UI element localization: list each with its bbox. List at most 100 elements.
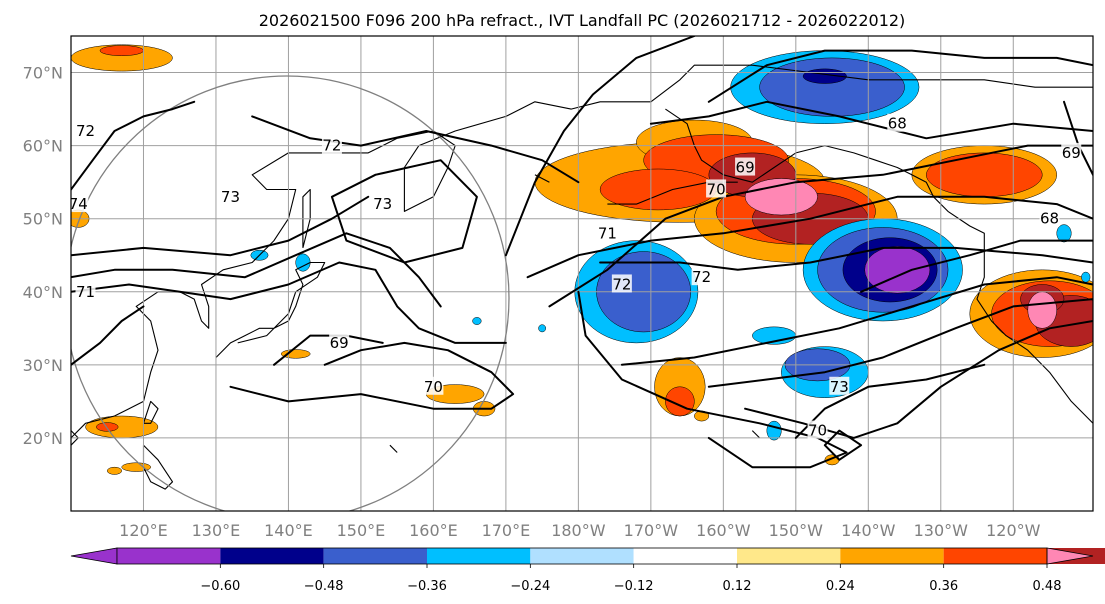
colorbar-tick-label: 0.48 <box>1033 579 1062 594</box>
coastline-10 <box>751 430 760 439</box>
colorbar-segment <box>633 548 737 564</box>
contour-label-backdrop <box>75 121 96 139</box>
field-blob-1 <box>99 45 144 56</box>
field-blob-0 <box>71 44 173 72</box>
colorbar-tick-label: −0.12 <box>614 579 654 594</box>
lat-tick-label: 70°N <box>23 64 63 83</box>
colorbar-segment <box>323 548 427 564</box>
contour-label: 73 <box>373 195 392 213</box>
contour-label: 71 <box>598 224 617 242</box>
contour-line-13 <box>599 246 1093 271</box>
contour-label: 70 <box>424 378 443 396</box>
colorbar-segment <box>220 548 324 564</box>
contour-label-backdrop <box>807 420 828 439</box>
chart-title: 2026021500 F096 200 hPa refract., IVT La… <box>259 11 906 30</box>
lon-tick-label: 150°W <box>769 521 824 540</box>
map-area: 73 73 72 72 71 71 69 70 72 72 70 69 68 69 68 73 70 74 <box>69 36 1093 511</box>
lon-tick-label: 150°E <box>337 521 386 540</box>
contour-line-3 <box>71 100 196 191</box>
colorbar-segment <box>737 548 841 564</box>
colorbar-frame <box>116 547 1048 565</box>
lat-tick-label: 20°N <box>23 429 63 448</box>
lon-tick-labels: 120°E 130°E 140°E 150°E 160°E 170°E 180°W 170°W… <box>119 521 1040 540</box>
field-blob-6 <box>106 466 122 475</box>
lat-tick-label: 40°N <box>23 283 63 302</box>
field-blob-7 <box>280 349 311 359</box>
coastline-1 <box>665 108 1093 424</box>
contour-line-10 <box>649 100 1093 140</box>
contour-label-backdrop <box>220 186 241 205</box>
field-blob-3 <box>96 422 119 432</box>
colorbar-min-extension <box>70 547 118 565</box>
field-blob-45 <box>472 317 482 325</box>
contour-label-backdrop <box>706 179 727 198</box>
contour-line-15 <box>707 298 1093 388</box>
contour-label-backdrop <box>887 113 908 132</box>
contour-label: 72 <box>692 268 711 286</box>
contour-label: 70 <box>707 180 726 198</box>
contour-line-22 <box>273 334 384 366</box>
lat-tick-label: 30°N <box>23 356 63 375</box>
contour-label: 72 <box>76 122 95 140</box>
colorbar-tick-label: −0.48 <box>304 579 344 594</box>
colorbar-tick-label: −0.60 <box>200 579 240 594</box>
lon-tick-label: 180°W <box>551 521 606 540</box>
contour-label: 69 <box>736 159 755 177</box>
lon-tick-label: 140°E <box>264 521 313 540</box>
colorbar-tick-label: −0.24 <box>510 579 550 594</box>
contour-label: 74 <box>69 195 88 213</box>
colorbar-tick-label: 0.12 <box>723 579 752 594</box>
contour-label-backdrop <box>611 274 632 293</box>
field-blob-22 <box>926 152 1043 198</box>
contour-line-9 <box>548 144 1093 308</box>
contour-label-backdrop <box>423 376 444 395</box>
contour-label: 73 <box>830 378 849 396</box>
lon-tick-label: 120°E <box>119 521 168 540</box>
colorbar-segment <box>840 548 944 564</box>
contour-line-18 <box>823 429 863 461</box>
contour-label: 69 <box>330 334 349 352</box>
coastline-8 <box>389 444 398 453</box>
contour-line-12 <box>577 290 848 469</box>
contour-label-backdrop <box>597 223 618 242</box>
coastline-3 <box>215 261 326 358</box>
field-blob-28 <box>744 178 818 216</box>
contour-label-layer: 73 73 72 72 71 71 69 70 72 72 70 69 68 69 68 73 70 74 <box>69 113 1082 440</box>
contour-label-backdrop <box>321 135 342 154</box>
contour-label-backdrop <box>735 157 756 176</box>
lon-tick-label: 170°W <box>624 521 679 540</box>
colorbar-segment <box>117 548 221 564</box>
contour-line-19 <box>860 239 1093 293</box>
contour-label: 72 <box>612 275 631 293</box>
contour-label-backdrop <box>691 267 712 286</box>
coastline-0 <box>71 64 1093 439</box>
lon-tick-label: 120°W <box>986 521 1041 540</box>
contour-label: 72 <box>322 137 341 155</box>
lon-tick-label: 160°W <box>696 521 751 540</box>
contour-line-0 <box>71 261 507 344</box>
field-blob-31 <box>759 57 905 117</box>
field-blob-47 <box>1056 224 1072 243</box>
coastline-4 <box>302 188 311 249</box>
lon-tick-label: 130°W <box>914 521 969 540</box>
lat-tick-labels: 70°N 60°N 50°N 40°N 30°N 20°N <box>23 64 63 448</box>
contour-label-backdrop <box>372 194 393 213</box>
field-blob-48 <box>1081 271 1091 283</box>
colorbar-segment <box>427 548 531 564</box>
lon-tick-label: 160°E <box>409 521 458 540</box>
contour-label: 70 <box>808 422 827 440</box>
contour-line-6 <box>229 341 515 410</box>
range-circle <box>71 75 510 511</box>
field-blob-46 <box>538 324 547 333</box>
contour-label-backdrop <box>829 376 850 395</box>
lon-tick-label: 140°W <box>841 521 896 540</box>
contour-line-8 <box>526 195 1093 279</box>
colorbar-tick-label: 0.36 <box>929 579 958 594</box>
coastline-layer <box>71 64 1093 490</box>
coastline-5 <box>142 400 159 424</box>
contour-label-backdrop <box>75 281 96 300</box>
field-blob-29 <box>1027 291 1058 329</box>
colorbar-tick-label: 0.24 <box>826 579 855 594</box>
lat-tick-label: 50°N <box>23 210 63 229</box>
